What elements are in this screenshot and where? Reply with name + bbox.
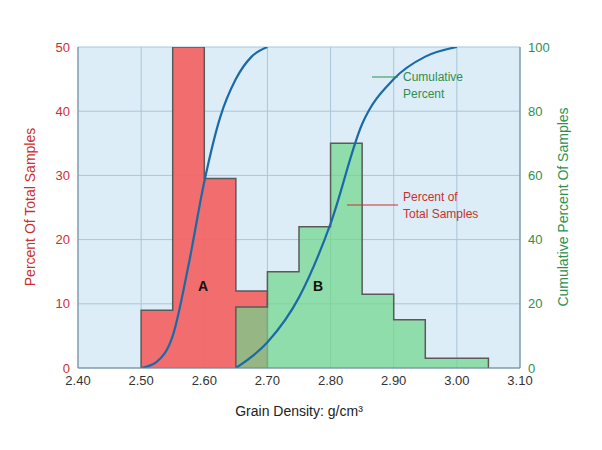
svg-text:100: 100	[528, 40, 550, 55]
svg-text:0: 0	[63, 361, 70, 376]
svg-text:3.10: 3.10	[507, 373, 533, 389]
svg-text:2.90: 2.90	[381, 373, 406, 388]
svg-text:2.70: 2.70	[255, 373, 280, 388]
svg-text:B: B	[313, 278, 323, 294]
svg-text:40: 40	[528, 232, 542, 247]
svg-text:50: 50	[56, 40, 70, 55]
svg-text:20: 20	[56, 232, 70, 247]
svg-text:2.40: 2.40	[65, 373, 91, 389]
svg-text:80: 80	[528, 104, 542, 119]
svg-text:10: 10	[56, 296, 70, 311]
svg-text:60: 60	[528, 168, 542, 183]
svg-text:Percent of: Percent of	[403, 190, 458, 204]
svg-text:Percent Of Total Samples: Percent Of Total Samples	[22, 128, 38, 286]
svg-text:Cumulative: Cumulative	[403, 70, 463, 84]
svg-text:Grain Density: g/cm³: Grain Density: g/cm³	[235, 403, 363, 419]
svg-text:0: 0	[528, 361, 535, 376]
svg-text:Cumulative Percent Of Samples: Cumulative Percent Of Samples	[555, 107, 571, 306]
svg-text:2.80: 2.80	[318, 373, 343, 388]
svg-text:20: 20	[528, 296, 542, 311]
svg-text:2.60: 2.60	[192, 373, 217, 388]
svg-text:A: A	[198, 278, 208, 294]
svg-text:40: 40	[56, 104, 70, 119]
svg-text:Percent: Percent	[403, 87, 445, 101]
svg-text:Total Samples: Total Samples	[403, 207, 478, 221]
svg-text:3.00: 3.00	[444, 373, 469, 388]
svg-text:30: 30	[56, 168, 70, 183]
svg-text:2.50: 2.50	[128, 373, 153, 388]
